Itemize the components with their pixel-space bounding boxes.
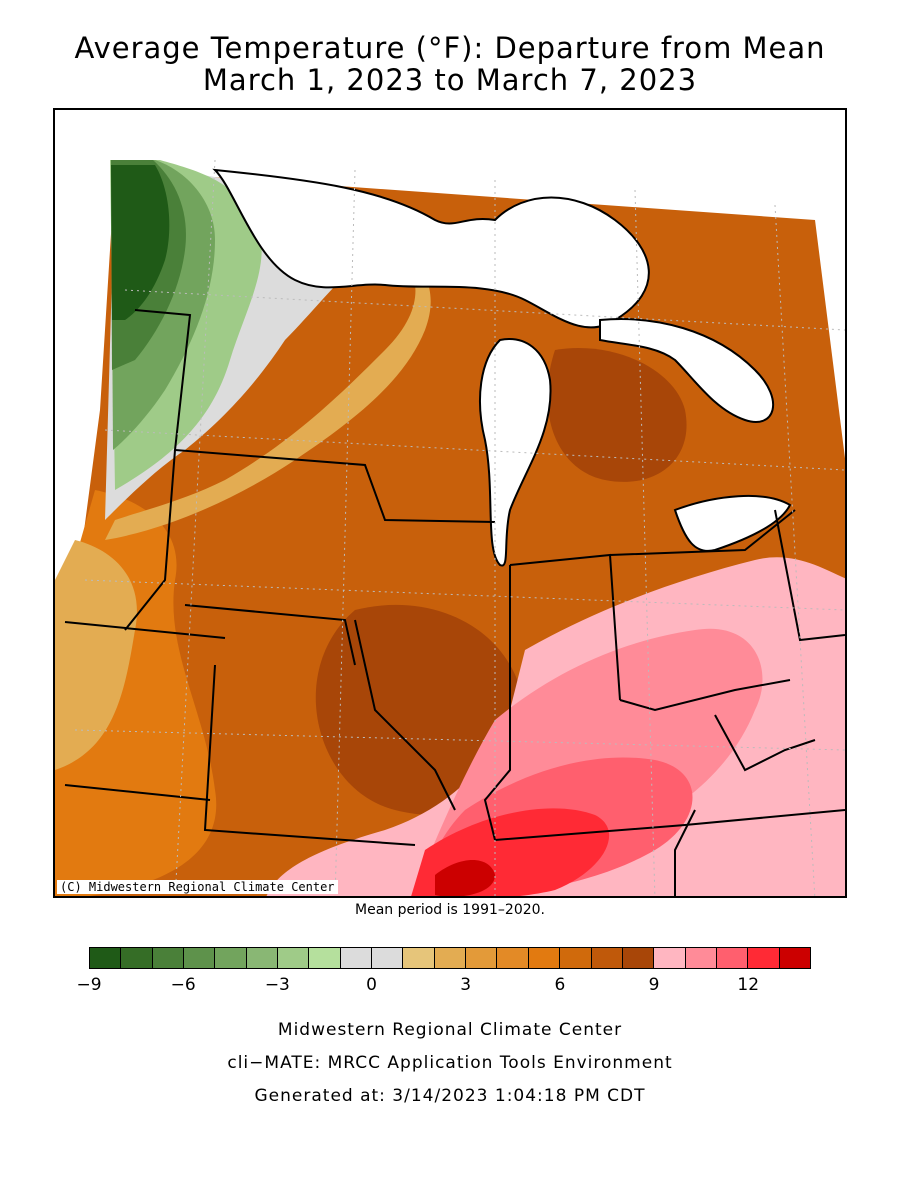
legend-swatch — [246, 948, 279, 968]
legend-tick-label: 0 — [366, 975, 377, 995]
legend-tick-label: 12 — [737, 975, 760, 995]
legend-swatch — [716, 948, 749, 968]
map-title: Average Temperature (°F): Departure from… — [74, 31, 826, 65]
legend-swatch — [215, 948, 247, 968]
temperature-departure-map: (C) Midwestern Regional Climate Center — [53, 108, 847, 898]
legend-swatch — [184, 948, 216, 968]
legend-swatch — [403, 948, 435, 968]
legend-swatch — [466, 948, 498, 968]
legend-tick-label: 3 — [460, 975, 472, 995]
footer-organization: Midwestern Regional Climate Center — [277, 1020, 623, 1040]
legend-swatch — [278, 948, 310, 968]
legend-swatch — [528, 948, 561, 968]
legend-swatch — [748, 948, 780, 968]
legend-swatch — [560, 948, 592, 968]
legend-swatch — [591, 948, 623, 968]
legend-tick-label: 9 — [648, 975, 660, 995]
legend-swatch — [121, 948, 153, 968]
legend-tick-label: −6 — [170, 975, 196, 995]
legend-swatch — [372, 948, 404, 968]
state-boundaries — [64, 309, 845, 896]
footer-tool-name: cli−MATE: MRCC Application Tools Environ… — [227, 1053, 673, 1073]
legend-swatch — [90, 948, 122, 968]
color-legend — [89, 947, 811, 969]
map-credit: (C) Midwestern Regional Climate Center — [57, 880, 338, 894]
legend-swatch — [685, 948, 717, 968]
legend-swatch — [654, 948, 686, 968]
legend-tick-label: 6 — [554, 975, 566, 995]
legend-swatch — [340, 948, 373, 968]
legend-swatch — [434, 948, 467, 968]
legend-swatch — [779, 948, 810, 968]
legend-swatch — [152, 948, 185, 968]
legend-swatch — [497, 948, 529, 968]
legend-swatch — [622, 948, 655, 968]
map-date-range: March 1, 2023 to March 7, 2023 — [202, 63, 698, 97]
graticule — [74, 159, 845, 896]
legend-tick-label: −9 — [76, 975, 102, 995]
legend-swatch — [309, 948, 341, 968]
footer-generated-time: Generated at: 3/14/2023 1:04:18 PM CDT — [254, 1086, 646, 1106]
mean-period-note: Mean period is 1991–2020. — [355, 902, 545, 918]
great-lakes — [212, 168, 792, 567]
legend-tick-label: −3 — [264, 975, 290, 995]
map-canvas — [55, 159, 845, 896]
